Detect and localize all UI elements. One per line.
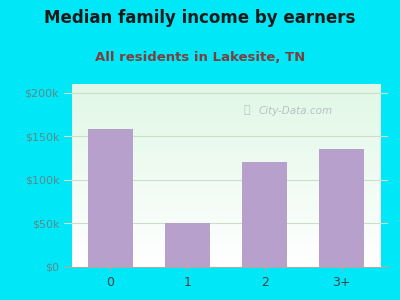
Bar (165, 224, 210, 267)
Bar (88, 129, 133, 267)
Text: City-Data.com: City-Data.com (258, 106, 332, 116)
Bar (242, 162, 287, 267)
Text: ⓘ: ⓘ (244, 105, 250, 115)
Text: All residents in Lakesite, TN: All residents in Lakesite, TN (95, 51, 305, 64)
Text: Median family income by earners: Median family income by earners (44, 9, 356, 27)
Bar (319, 149, 364, 267)
